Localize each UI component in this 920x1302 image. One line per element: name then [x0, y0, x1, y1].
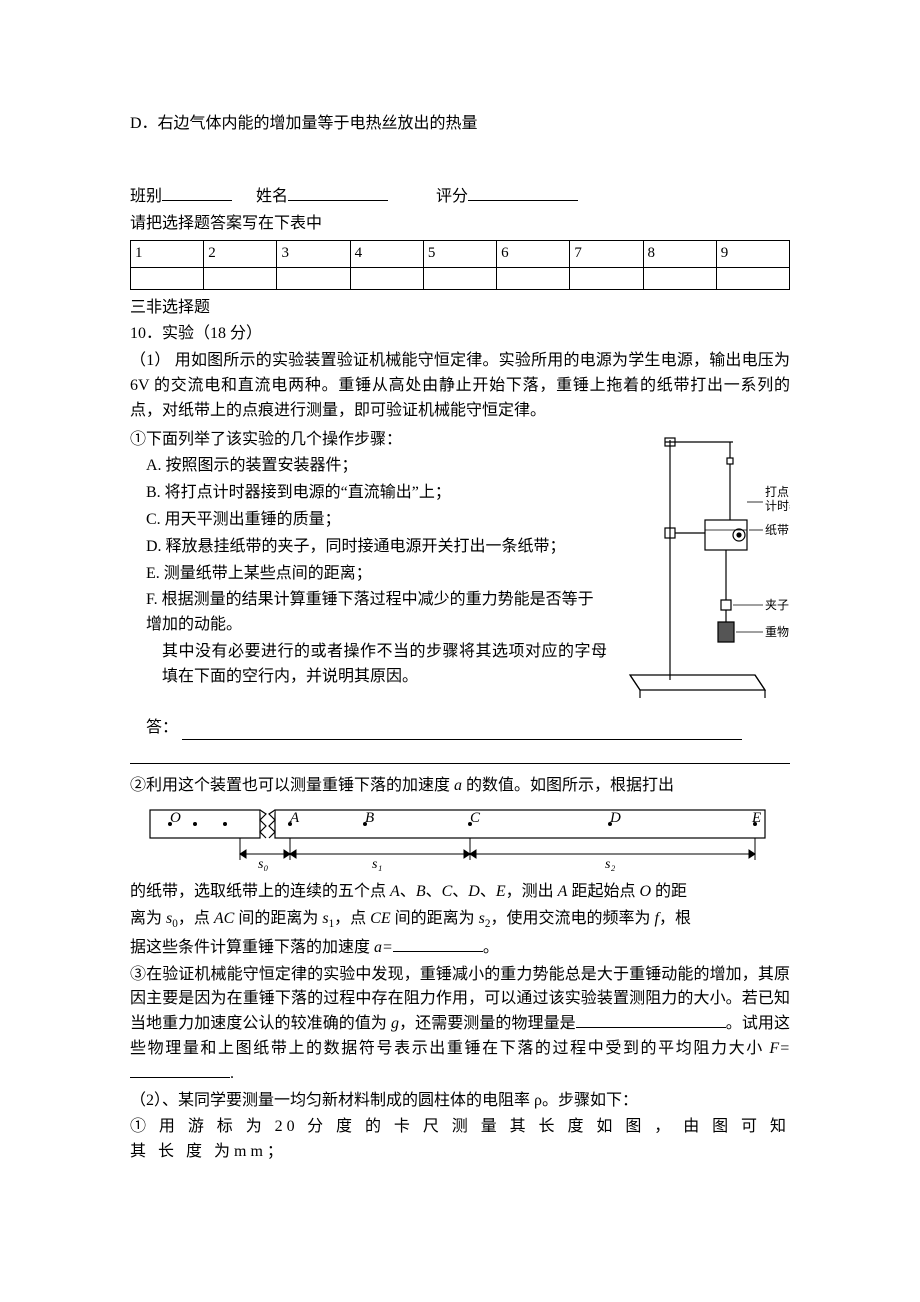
para3-l3: 据这些条件计算重锤下落的加速度 a=。 — [130, 936, 790, 961]
seg-s2: s₂ — [605, 857, 615, 872]
tape-E: E — [751, 810, 761, 826]
ans-2[interactable] — [204, 267, 277, 289]
para4: ③在验证机械能守恒定律的实验中发现，重锤减小的重力势能总是大于重锤动能的增加，其… — [130, 963, 790, 1087]
col-5: 5 — [423, 241, 496, 267]
col-6: 6 — [497, 241, 570, 267]
col-2: 2 — [204, 241, 277, 267]
fig-label-weight: 重物 — [765, 625, 789, 639]
steps-block: 打点 计时器 纸带 夹子 重物 ①下面列举了该实验的几个操作步骤： A. 按照图… — [130, 426, 790, 714]
blank-phys-qty[interactable] — [576, 1012, 726, 1028]
ans-5[interactable] — [423, 267, 496, 289]
ans-9[interactable] — [716, 267, 789, 289]
para2b: 的数值。如图所示，根据打出 — [462, 777, 674, 794]
fig-label-timer2: 计时器 — [765, 499, 790, 513]
col-8: 8 — [643, 241, 716, 267]
ans-6[interactable] — [497, 267, 570, 289]
col-7: 7 — [570, 241, 643, 267]
sym-a: a — [454, 777, 462, 794]
tape-A: A — [289, 810, 300, 826]
tape-figure: O A B C D E — [130, 804, 790, 876]
score-label: 评分 — [436, 185, 468, 210]
name-blank — [288, 185, 388, 201]
para5: （2）、某同学要测量一均匀新材料制成的圆柱体的电阻率 ρ。步骤如下： — [130, 1089, 790, 1114]
table-answer-row — [131, 267, 790, 289]
answer-label: 答： — [146, 719, 178, 736]
score-blank — [468, 185, 578, 201]
q10-label: 10．实验（18 分） — [130, 322, 790, 347]
blank-a[interactable] — [393, 936, 483, 952]
col-3: 3 — [277, 241, 350, 267]
col-1: 1 — [131, 241, 204, 267]
seg-s1: s₁ — [372, 857, 382, 872]
ans-4[interactable] — [350, 267, 423, 289]
tape-O: O — [170, 810, 181, 826]
answer-blank-2[interactable] — [130, 744, 790, 763]
table-header-row: 1 2 3 4 5 6 7 8 9 — [131, 241, 790, 267]
tape-D: D — [609, 810, 621, 826]
ans-8[interactable] — [643, 267, 716, 289]
tape-C: C — [470, 810, 481, 826]
answer-table: 1 2 3 4 5 6 7 8 9 — [130, 240, 790, 289]
sym-g: g — [391, 1015, 399, 1032]
para2a: ②利用这个装置也可以测量重锤下落的加速度 — [130, 777, 454, 794]
name-label: 姓名 — [256, 185, 288, 210]
para6: ① 用 游 标 为 20 分 度 的 卡 尺 测 量 其 长 度 如 图 ， 由… — [130, 1115, 790, 1165]
para3-l1: 的纸带，选取纸带上的连续的五个点 A、B、C、D、E，测出 A 距起始点 O 的… — [130, 880, 790, 905]
answer-row: 答： — [130, 716, 790, 741]
para3-l2: 离为 s0，点 AC 间的距离为 s1，点 CE 间的距离为 s2，使用交流电的… — [130, 907, 790, 934]
para2: ②利用这个装置也可以测量重锤下落的加速度 a 的数值。如图所示，根据打出 — [130, 774, 790, 799]
col-9: 9 — [716, 241, 789, 267]
page: D．右边气体内能的增加量等于电热丝放出的热量 班别 姓名 评分 请把选择题答案写… — [0, 0, 920, 1302]
section-title: 三非选择题 — [130, 296, 790, 321]
ans-3[interactable] — [277, 267, 350, 289]
class-blank — [162, 185, 232, 201]
answer-blank-1[interactable] — [182, 723, 742, 741]
blank-f[interactable] — [130, 1062, 230, 1078]
fig-label-timer1: 打点 — [765, 485, 789, 499]
a-equals: a= — [374, 939, 393, 956]
ans-7[interactable] — [570, 267, 643, 289]
tape-B: B — [365, 810, 374, 826]
form-row: 班别 姓名 评分 — [130, 185, 790, 210]
table-hint: 请把选择题答案写在下表中 — [130, 212, 790, 237]
ans-1[interactable] — [131, 267, 204, 289]
f-equals: F= — [769, 1040, 790, 1057]
fig-label-tape: 纸带 — [765, 523, 789, 537]
fig-label-clip: 夹子 — [765, 598, 789, 612]
para1: （1） 用如图所示的实验装置验证机械能守恒定律。实验所用的电源为学生电源，输出电… — [130, 349, 790, 423]
apparatus-figure: 打点 计时器 纸带 夹子 重物 — [615, 430, 790, 710]
seg-s0: s₀ — [258, 857, 268, 872]
class-label: 班别 — [130, 185, 162, 210]
col-4: 4 — [350, 241, 423, 267]
option-d: D．右边气体内能的增加量等于电热丝放出的热量 — [130, 112, 790, 137]
